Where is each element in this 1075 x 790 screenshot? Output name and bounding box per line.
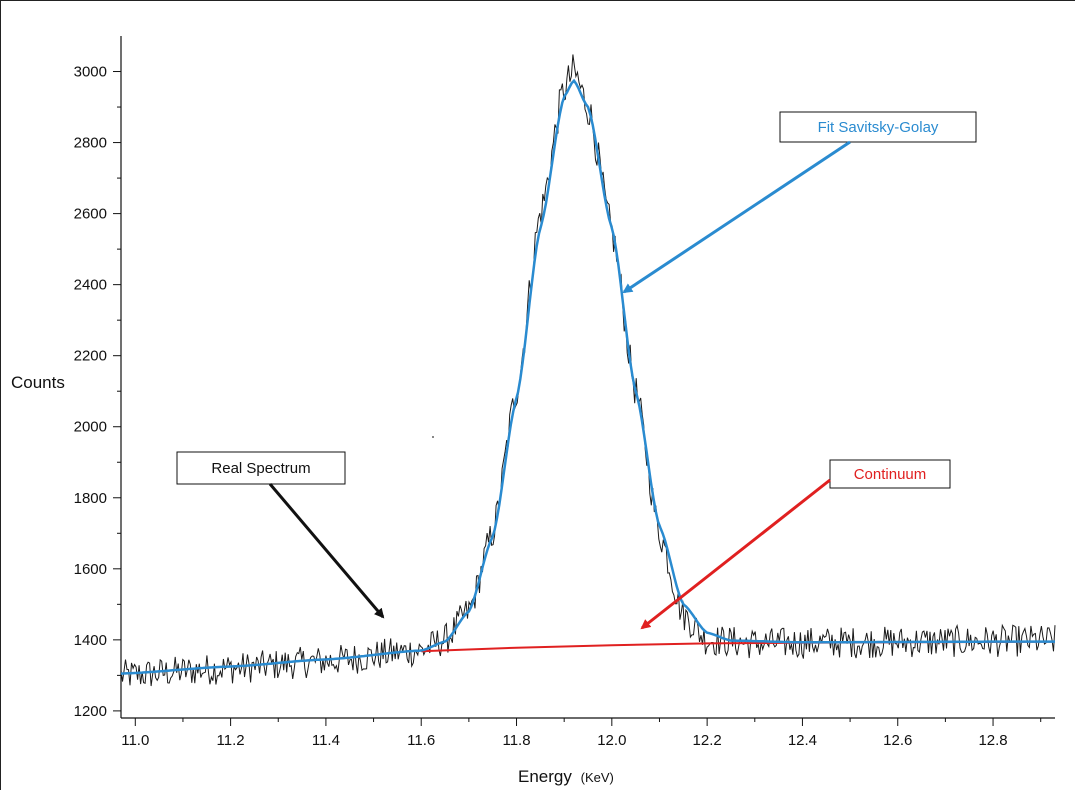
y-tick-label: 2400 xyxy=(74,277,107,294)
annotation-arrow xyxy=(268,483,385,619)
x-tick-label: 11.8 xyxy=(502,732,530,749)
x-tick-label: 11.2 xyxy=(217,732,245,749)
series-layer xyxy=(120,54,1056,687)
y-tick-label: 1600 xyxy=(74,561,107,578)
x-axis-title-unit: (KeV) xyxy=(581,770,614,785)
y-tick-label: 1400 xyxy=(74,632,107,649)
x-tick-label: 12.8 xyxy=(978,732,1007,749)
annotation-real-spectrum: Real Spectrum xyxy=(176,451,385,619)
annotation-label: Fit Savitsky-Golay xyxy=(818,119,939,136)
x-tick-label: 11.4 xyxy=(312,732,340,749)
y-tick-label: 2800 xyxy=(74,135,107,152)
x-tick-label: 12.6 xyxy=(883,732,912,749)
annotation-label: Continuum xyxy=(854,466,927,483)
x-tick-label: 12.2 xyxy=(693,732,722,749)
x-tick-label: 12.0 xyxy=(597,732,626,749)
y-axis-title: Counts xyxy=(11,373,65,392)
x-axis-title-label: Energy xyxy=(518,767,572,786)
y-axis-ticks: 1200 1400 1600 1800 2000 2200 2400 2600 2800 3000 xyxy=(74,64,121,720)
x-axis-ticks: 11.0 11.2 11.4 11.6 11.8 12.0 12.2 12.4 12.6 12.8 xyxy=(121,718,1042,749)
annotation-fit: Fit Savitsky-Golay xyxy=(622,111,977,294)
annotation-layer: Fit Savitsky-Golay Real Spectrum Continuum xyxy=(176,111,977,630)
x-tick-label: 11.0 xyxy=(121,732,149,749)
x-axis-title: Energy (KeV) xyxy=(518,767,614,786)
annotation-arrow xyxy=(622,140,851,294)
series-real-spectrum xyxy=(120,54,1056,687)
annotation-box xyxy=(779,111,977,143)
annotation-continuum: Continuum xyxy=(640,459,951,630)
stray-dot xyxy=(432,436,434,438)
y-tick-label: 1200 xyxy=(74,703,107,720)
annotation-label: Real Spectrum xyxy=(211,460,310,477)
y-tick-label: 2600 xyxy=(74,206,107,223)
y-tick-label: 3000 xyxy=(74,64,107,81)
y-tick-label: 1800 xyxy=(74,490,107,507)
x-tick-label: 11.6 xyxy=(407,732,435,749)
x-tick-label: 12.4 xyxy=(788,732,817,749)
y-tick-label: 2200 xyxy=(74,348,107,365)
annotation-box xyxy=(829,459,951,489)
annotation-box xyxy=(176,451,346,485)
series-fit-savitsky-golay xyxy=(120,78,1055,675)
annotation-arrow xyxy=(640,478,831,630)
y-tick-label: 2000 xyxy=(74,419,107,436)
